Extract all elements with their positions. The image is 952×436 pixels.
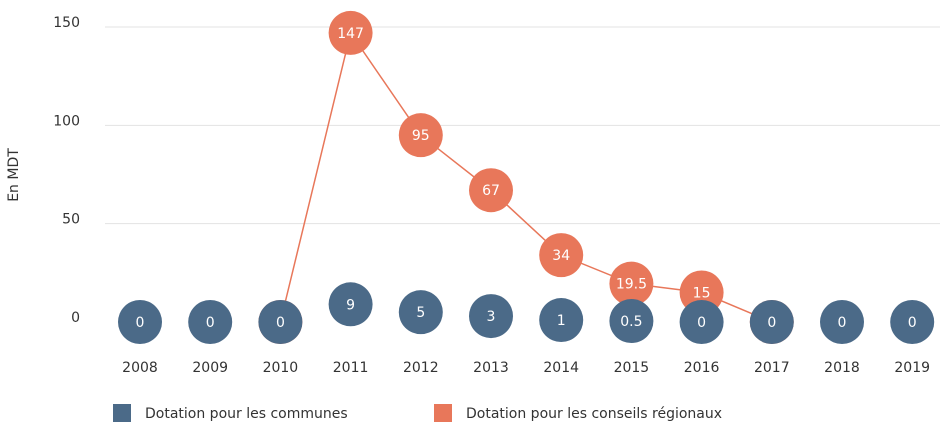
point-marker bbox=[609, 299, 654, 344]
point-marker bbox=[539, 233, 584, 278]
data-label: 1 bbox=[557, 313, 566, 329]
legend-label: Dotation pour les conseils régionaux bbox=[466, 406, 722, 422]
x-tick-label: 2018 bbox=[824, 360, 860, 376]
point-marker bbox=[679, 300, 724, 344]
y-tick-label: 150 bbox=[53, 15, 80, 31]
point-marker bbox=[820, 300, 864, 344]
data-label: 67 bbox=[482, 183, 500, 199]
data-label: 0.5 bbox=[620, 314, 642, 330]
x-tick-label: 2017 bbox=[754, 360, 790, 376]
point-marker bbox=[328, 10, 373, 55]
data-label: 147 bbox=[337, 26, 364, 42]
x-tick-label: 2008 bbox=[122, 360, 158, 376]
legend-swatch bbox=[434, 404, 452, 422]
x-tick-label: 2012 bbox=[403, 360, 439, 376]
point-marker bbox=[258, 300, 303, 344]
legend-swatch bbox=[113, 404, 131, 422]
x-tick-label: 2015 bbox=[614, 360, 650, 376]
data-label: 5 bbox=[416, 305, 425, 321]
point-marker bbox=[398, 290, 443, 335]
point-marker bbox=[188, 300, 233, 344]
x-tick-label: 2009 bbox=[192, 360, 228, 376]
data-label: 15 bbox=[693, 286, 711, 302]
point-marker bbox=[469, 294, 513, 339]
data-label: 0 bbox=[908, 315, 917, 331]
y-tick-label: 50 bbox=[62, 212, 80, 228]
legend-label: Dotation pour les communes bbox=[145, 406, 348, 422]
data-label: 19.5 bbox=[616, 277, 647, 293]
data-label: 0 bbox=[206, 315, 215, 331]
point-marker bbox=[609, 261, 654, 306]
y-tick-label: 100 bbox=[53, 113, 80, 129]
point-marker bbox=[398, 113, 443, 158]
y-tick-label: 0 bbox=[71, 310, 80, 326]
x-tick-label: 2019 bbox=[894, 360, 930, 376]
x-tick-label: 2011 bbox=[333, 360, 369, 376]
x-tick-label: 2010 bbox=[263, 360, 299, 376]
point-marker bbox=[749, 300, 794, 344]
data-label: 34 bbox=[552, 248, 570, 264]
data-label: 95 bbox=[412, 128, 430, 144]
data-label: 3 bbox=[487, 309, 496, 325]
x-tick-label: 2013 bbox=[473, 360, 509, 376]
data-label: 0 bbox=[767, 315, 776, 331]
data-label: 0 bbox=[838, 315, 847, 331]
data-label: 0 bbox=[276, 315, 285, 331]
data-label: 0 bbox=[697, 315, 706, 331]
point-marker bbox=[469, 168, 513, 213]
point-marker bbox=[328, 282, 373, 327]
data-label: 9 bbox=[346, 297, 355, 313]
x-tick-label: 2016 bbox=[684, 360, 720, 376]
x-tick-label: 2014 bbox=[543, 360, 579, 376]
data-label: 0 bbox=[136, 315, 145, 331]
y-axis-label: En MDT bbox=[6, 148, 22, 202]
point-marker bbox=[118, 300, 162, 344]
point-marker bbox=[890, 300, 935, 344]
point-marker bbox=[539, 298, 584, 343]
